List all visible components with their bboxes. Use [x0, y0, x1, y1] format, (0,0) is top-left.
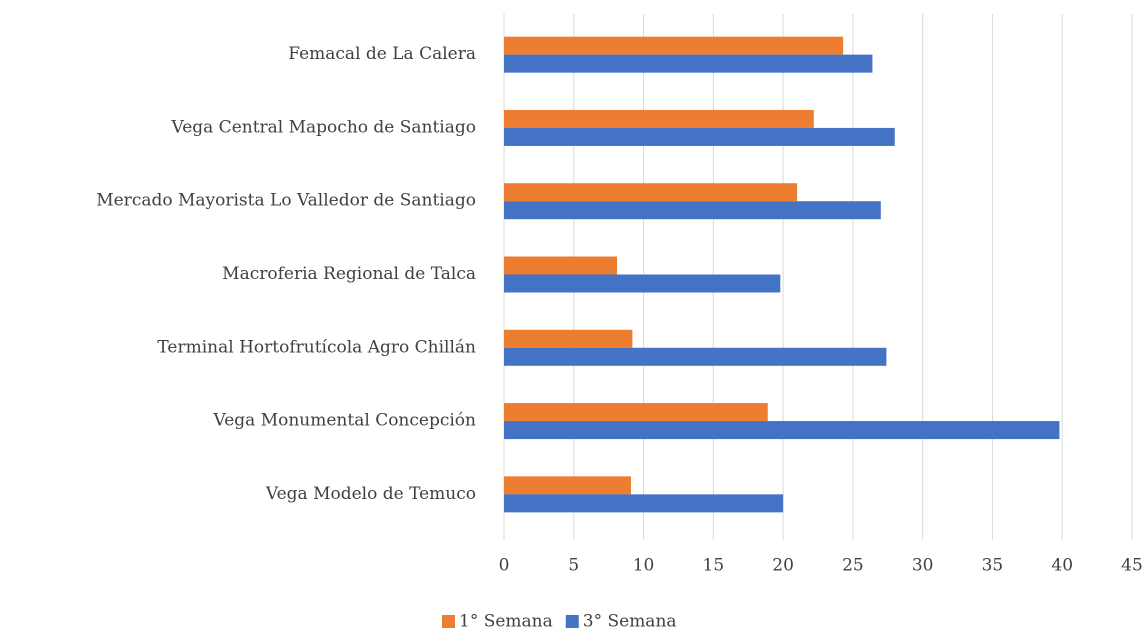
x-tick-label: 45	[1121, 556, 1143, 576]
bar	[504, 329, 633, 348]
bar	[504, 183, 798, 202]
x-tick-label: 5	[568, 556, 579, 576]
x-tick-label: 30	[912, 556, 934, 576]
y-tick-label: Vega Monumental Concepción	[213, 411, 477, 431]
bar	[504, 494, 784, 513]
bar	[504, 54, 873, 73]
x-tick-label: 0	[499, 556, 510, 576]
x-tick-label: 25	[842, 556, 864, 576]
x-tick-label: 10	[633, 556, 655, 576]
bar	[504, 109, 814, 128]
y-tick-label: Vega Modelo de Temuco	[265, 484, 476, 504]
bar	[504, 201, 881, 220]
bar	[504, 421, 1060, 440]
y-tick-label: Terminal Hortofrutícola Agro Chillán	[157, 337, 476, 357]
bar	[504, 476, 631, 495]
bar	[504, 36, 844, 55]
x-tick-label: 20	[772, 556, 794, 576]
y-tick-label: Vega Central Mapocho de Santiago	[170, 117, 476, 137]
bar	[504, 347, 887, 366]
y-tick-label: Femacal de La Calera	[288, 44, 476, 64]
legend-swatch	[565, 615, 579, 628]
bar	[504, 256, 618, 275]
x-tick-label: 35	[982, 556, 1004, 576]
x-tick-label: 40	[1051, 556, 1073, 576]
bar	[504, 403, 768, 422]
bar	[504, 274, 781, 293]
x-tick-label: 15	[703, 556, 725, 576]
bar	[504, 127, 895, 146]
y-tick-label: Mercado Mayorista Lo Valledor de Santiag…	[96, 191, 476, 211]
y-tick-label: Macroferia Regional de Talca	[222, 264, 476, 284]
legend-label: 1° Semana	[459, 612, 553, 632]
legend-swatch	[442, 615, 455, 628]
legend-label: 3° Semana	[583, 612, 677, 632]
